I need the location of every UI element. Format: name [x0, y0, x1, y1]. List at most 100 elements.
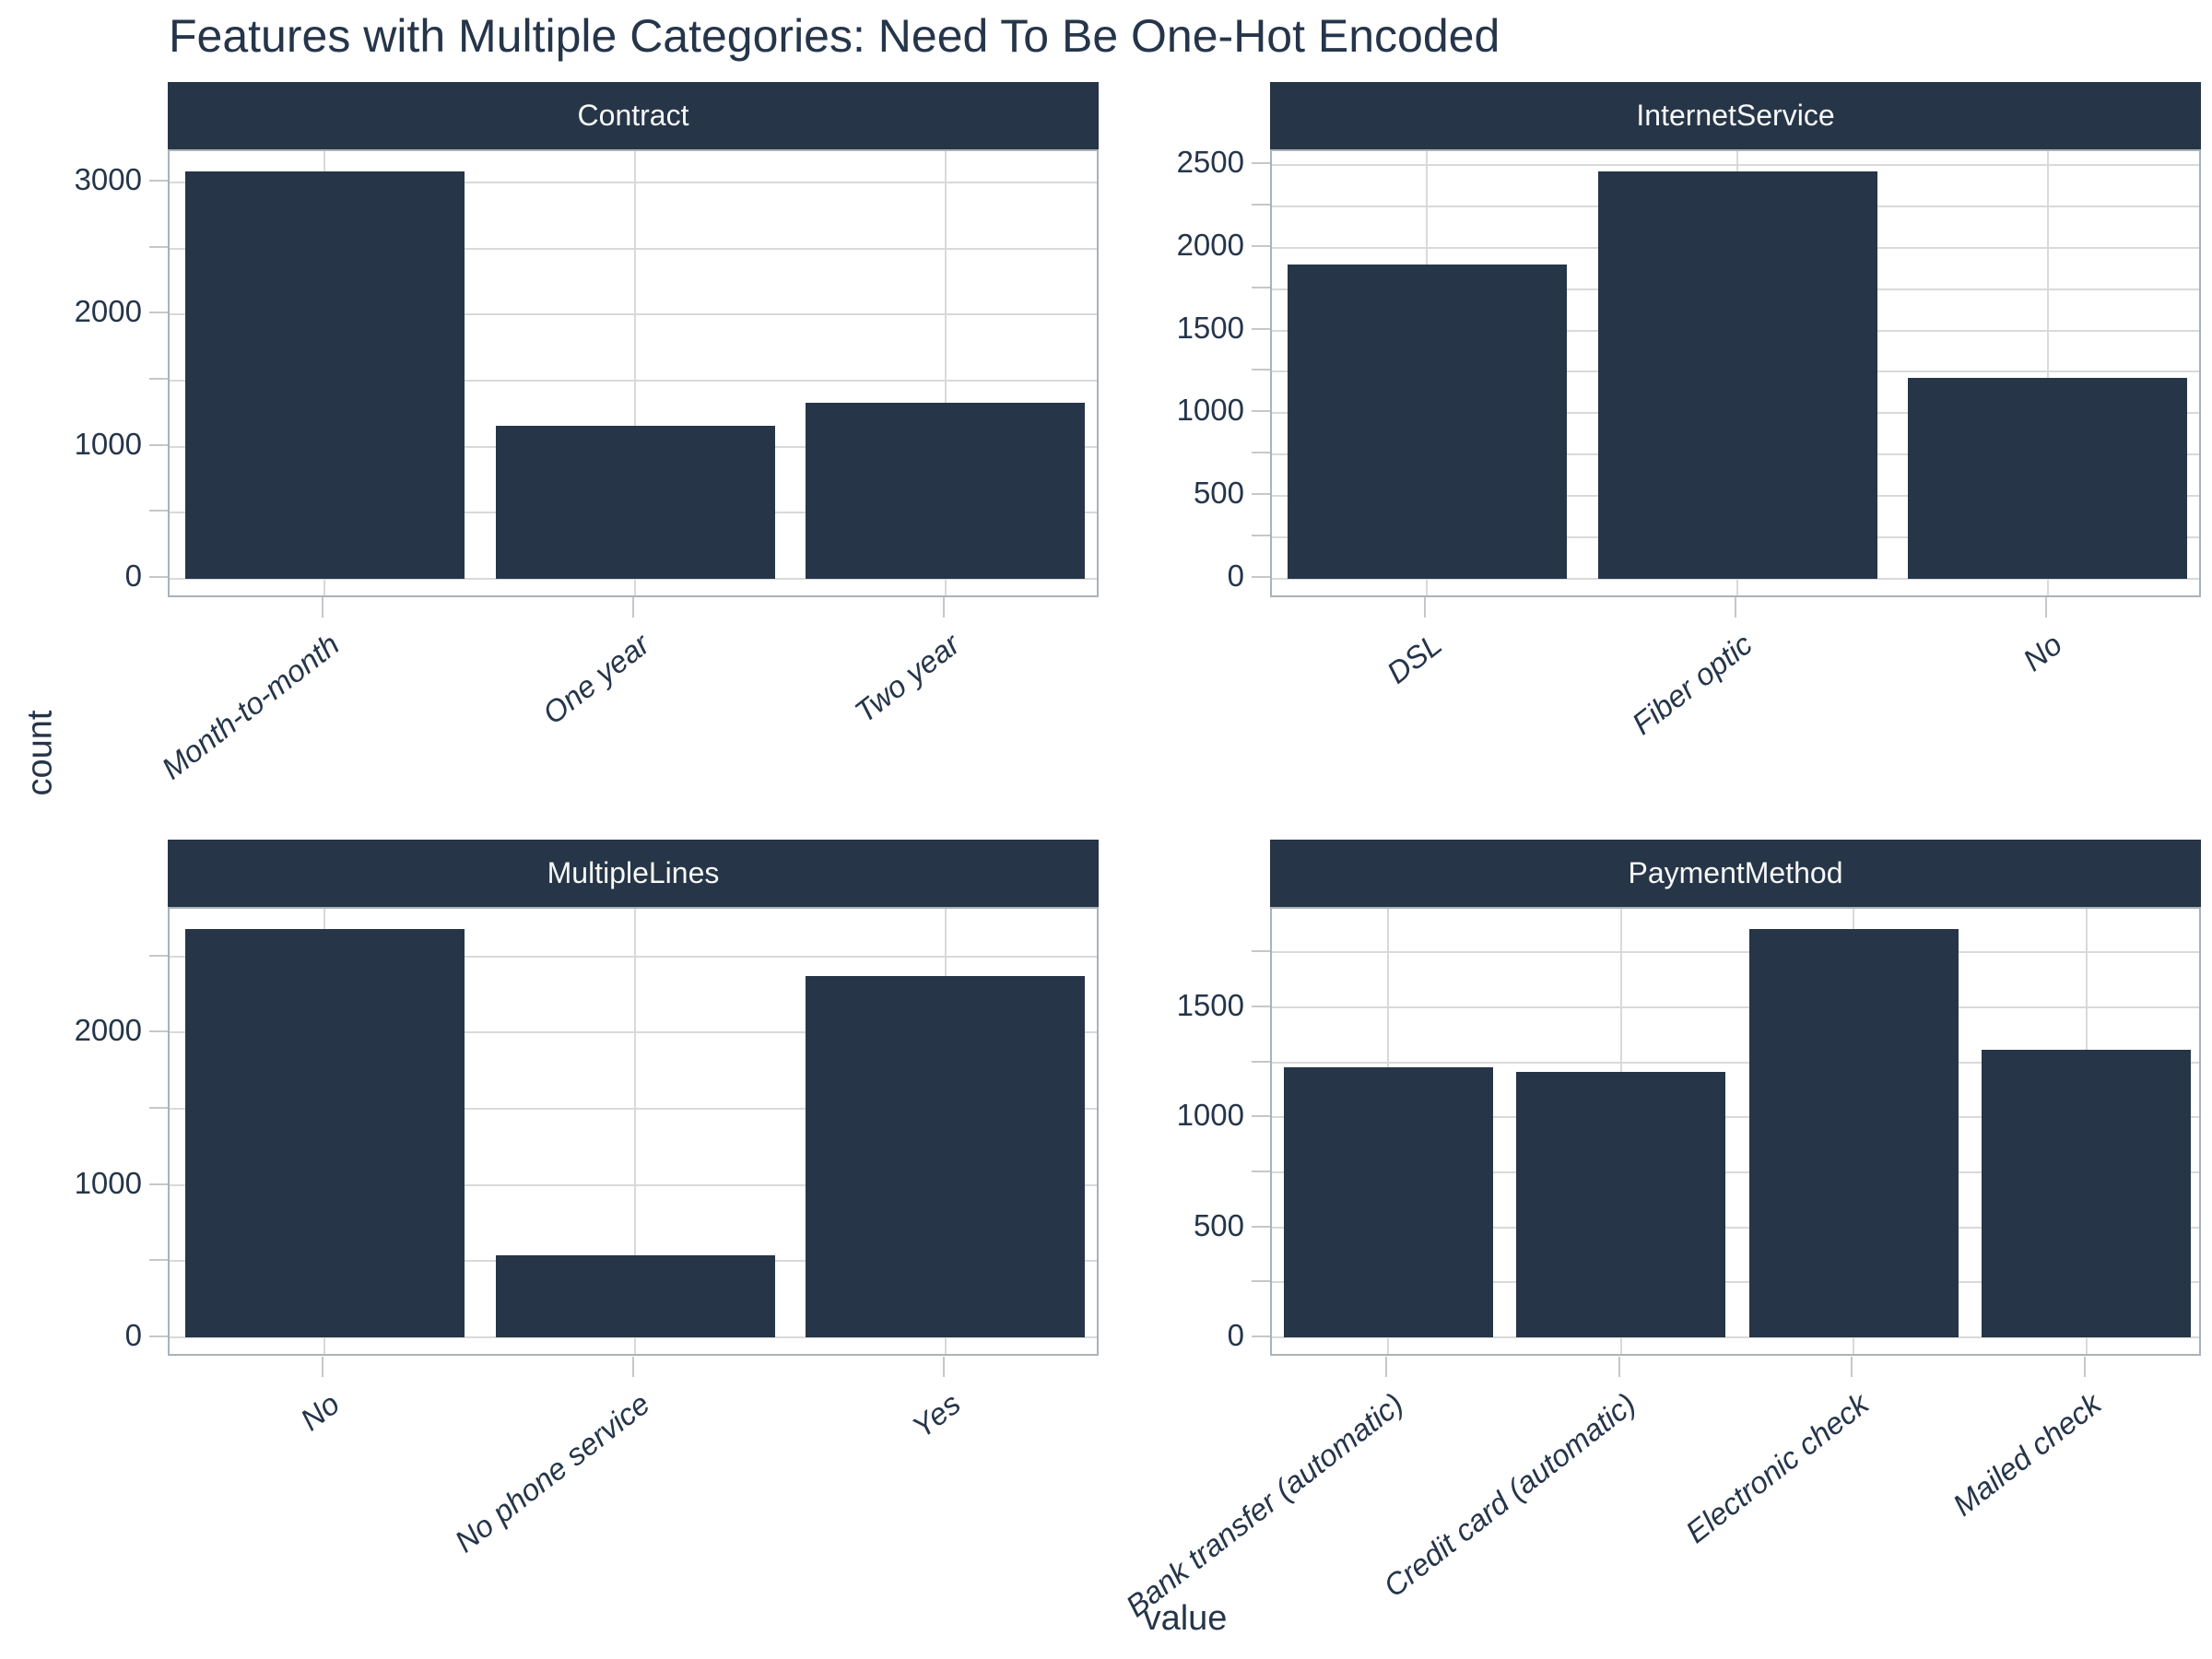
y-minor-tick	[149, 378, 168, 381]
y-tick	[149, 1030, 168, 1033]
y-tick-label: 1000	[74, 426, 142, 461]
h-gridline	[1272, 1226, 2199, 1229]
v-gridline	[634, 909, 636, 1354]
facet-paymentmethod: PaymentMethod	[1270, 840, 2201, 1356]
facet-panel	[168, 907, 1099, 1356]
y-tick	[149, 1182, 168, 1185]
bar	[806, 976, 1086, 1337]
h-gridline	[170, 1183, 1097, 1186]
x-tick-label: Fiber optic	[1625, 627, 1759, 742]
x-tick-label: No	[2017, 627, 2069, 678]
y-minor-tick	[1252, 1060, 1270, 1063]
y-tick	[1252, 1115, 1270, 1118]
y-tick-label: 1000	[1176, 393, 1244, 428]
facet-strip: PaymentMethod	[1270, 840, 2201, 907]
bar	[1748, 929, 1959, 1337]
facet-strip: InternetService	[1270, 82, 2201, 149]
v-gridline	[2046, 151, 2049, 595]
y-tick	[1252, 244, 1270, 247]
y-tick-label: 500	[1193, 1207, 1244, 1242]
h-gridline	[1272, 163, 2199, 166]
y-tick	[1252, 493, 1270, 496]
y-tick	[149, 312, 168, 314]
h-gridline	[170, 955, 1097, 958]
bar	[495, 1254, 775, 1337]
y-minor-tick	[1252, 369, 1270, 371]
y-minor-tick	[149, 510, 168, 512]
x-tick-label: Credit card (automatic)	[1377, 1386, 1642, 1604]
y-minor-tick	[1252, 1280, 1270, 1283]
facet-strip-label: PaymentMethod	[1628, 856, 1843, 889]
y-minor-tick	[149, 1107, 168, 1110]
y-tick-label: 0	[124, 1317, 142, 1352]
x-tick-label: DSL	[1380, 627, 1449, 690]
facet-internetservice: InternetService	[1270, 82, 2201, 597]
y-tick-label: 2000	[74, 294, 142, 329]
h-gridline	[170, 577, 1097, 580]
h-gridline	[170, 313, 1097, 316]
y-tick	[1252, 410, 1270, 413]
y-minor-tick	[1252, 950, 1270, 953]
x-tick-label: Electronic check	[1678, 1386, 1876, 1550]
x-tick	[1385, 1357, 1388, 1377]
x-tick-label: Yes	[905, 1386, 967, 1445]
y-tick-label: 0	[1227, 1317, 1244, 1352]
y-tick	[149, 443, 168, 446]
x-tick	[1424, 597, 1427, 618]
bar	[1516, 1072, 1726, 1337]
x-tick-label: No phone service	[448, 1386, 656, 1559]
y-tick-label: 0	[1227, 558, 1244, 593]
h-gridline	[1272, 577, 2199, 580]
x-tick	[942, 597, 945, 618]
x-tick	[632, 1357, 634, 1377]
facet-panel	[1270, 907, 2201, 1356]
bar	[1287, 264, 1567, 579]
y-minor-tick	[149, 1259, 168, 1262]
y-tick-label: 3000	[74, 162, 142, 197]
h-gridline	[170, 380, 1097, 382]
y-minor-tick	[1252, 452, 1270, 454]
h-gridline	[1272, 1116, 2199, 1119]
facet-contract: Contract	[168, 82, 1099, 597]
y-minor-tick	[1252, 535, 1270, 536]
y-tick	[1252, 161, 1270, 164]
y-tick-label: 0	[124, 558, 142, 593]
facet-strip-label: InternetService	[1636, 99, 1835, 132]
x-tick-label: No	[294, 1386, 347, 1438]
y-tick	[149, 180, 168, 182]
x-tick	[322, 597, 324, 618]
v-gridline	[944, 151, 947, 595]
h-gridline	[170, 182, 1097, 184]
x-tick-label: Two year	[848, 627, 967, 730]
facet-multiplelines: MultipleLines	[168, 840, 1099, 1356]
facet-strip: MultipleLines	[168, 840, 1099, 907]
y-tick-label: 1500	[1176, 310, 1244, 345]
bar	[806, 402, 1086, 579]
v-gridline	[634, 151, 636, 595]
x-tick-label: One year	[536, 627, 656, 731]
x-axis-title: value	[1143, 1599, 1228, 1638]
x-tick	[2044, 597, 2047, 618]
y-tick-label: 500	[1193, 476, 1244, 511]
y-minor-tick	[1252, 1170, 1270, 1172]
y-tick-label: 2000	[1176, 227, 1244, 262]
x-tick	[632, 597, 634, 618]
facet-strip: Contract	[168, 82, 1099, 149]
bar	[184, 171, 465, 579]
y-minor-tick	[1252, 203, 1270, 206]
x-tick-label: Month-to-month	[155, 627, 347, 786]
h-gridline	[1272, 1006, 2199, 1008]
h-gridline	[170, 1335, 1097, 1338]
x-tick	[942, 1357, 945, 1377]
x-tick	[1851, 1357, 1853, 1377]
y-minor-tick	[149, 245, 168, 248]
x-tick	[1618, 1357, 1620, 1377]
bar	[1908, 377, 2188, 579]
y-tick	[1252, 1225, 1270, 1228]
x-tick	[322, 1357, 324, 1377]
x-tick	[2083, 1357, 2086, 1377]
y-tick-label: 1500	[1176, 987, 1244, 1022]
y-tick	[1252, 1005, 1270, 1007]
y-tick-label: 1000	[1176, 1098, 1244, 1133]
